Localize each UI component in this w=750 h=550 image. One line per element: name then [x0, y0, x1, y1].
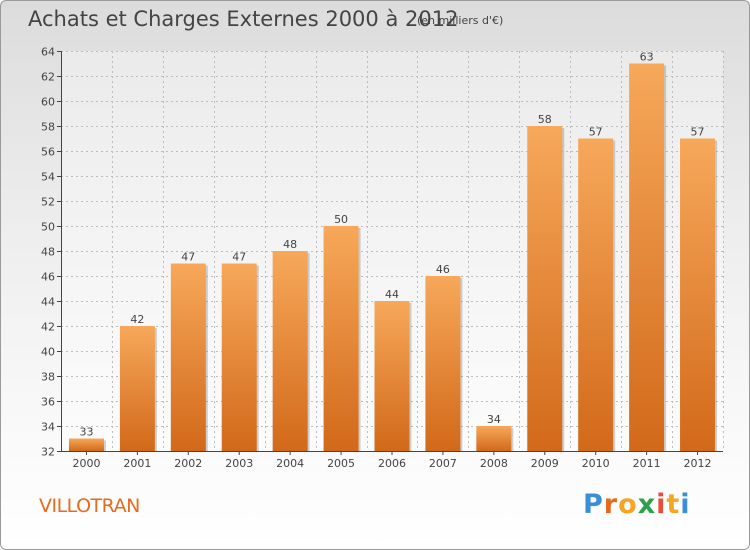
y-tick-label: 64 — [41, 46, 55, 59]
x-tick-label: 2006 — [378, 457, 406, 470]
data-label: 58 — [538, 113, 552, 126]
data-label: 34 — [487, 413, 501, 426]
x-tick-label: 2008 — [480, 457, 508, 470]
data-label: 46 — [436, 263, 450, 276]
x-tick-label: 2005 — [327, 457, 355, 470]
y-tick-label: 46 — [41, 271, 55, 284]
logo-letter: r — [603, 489, 619, 520]
y-tick-label: 32 — [41, 446, 55, 459]
data-label: 47 — [232, 251, 246, 264]
x-tick-label: 2010 — [582, 457, 610, 470]
logo-letter: P — [583, 489, 604, 520]
y-tick-label: 42 — [41, 321, 55, 334]
x-tick-label: 2004 — [276, 457, 304, 470]
axes: 32 34 36 38 40 42 44 46 48 50 52 54 56 58 60 62 64 — [41, 46, 723, 459]
x-tick-label: 2001 — [123, 457, 151, 470]
logo-letter: x — [637, 489, 657, 520]
y-tick-label: 36 — [41, 396, 55, 409]
data-label: 57 — [589, 126, 603, 139]
y-tick-label: 54 — [41, 171, 55, 184]
chart-subtitle: (en milliers d'€) — [417, 14, 504, 27]
bar — [170, 263, 206, 451]
data-label: 57 — [691, 126, 705, 139]
x-tick-label: 2002 — [174, 457, 202, 470]
bar — [119, 326, 155, 451]
data-label: 47 — [181, 251, 195, 264]
bar — [425, 276, 461, 451]
y-tick-label: 48 — [41, 246, 55, 259]
data-label: 48 — [283, 238, 297, 251]
data-label: 44 — [385, 288, 399, 301]
y-tick-label: 60 — [41, 96, 55, 109]
bar — [272, 251, 308, 451]
y-tick-label: 52 — [41, 196, 55, 209]
logo-letter: o — [618, 489, 638, 520]
data-label: 50 — [334, 213, 348, 226]
bar — [68, 438, 104, 451]
labels: 2000 33 2001 42 2002 47 2003 47 2004 48 2005 50 2006… — [72, 51, 711, 471]
logo-letter: i — [656, 489, 667, 520]
y-tick-label: 40 — [41, 346, 55, 359]
bar — [680, 138, 716, 451]
bar — [323, 226, 359, 451]
bar — [374, 301, 410, 451]
bar — [221, 263, 257, 451]
x-tick-label: 2009 — [531, 457, 559, 470]
data-label: 33 — [79, 426, 93, 439]
y-tick-label: 44 — [41, 296, 55, 309]
bar — [578, 138, 614, 451]
y-tick-label: 34 — [41, 421, 55, 434]
x-tick-label: 2003 — [225, 457, 253, 470]
x-tick-label: 2011 — [633, 457, 661, 470]
x-tick-label: 2007 — [429, 457, 457, 470]
data-label: 63 — [640, 51, 654, 64]
bars — [68, 63, 718, 451]
y-tick-label: 62 — [41, 71, 55, 84]
logo-letter: i — [680, 489, 691, 520]
y-tick-label: 56 — [41, 146, 55, 159]
bar — [527, 126, 563, 451]
bar — [629, 63, 665, 451]
logo-letter: t — [666, 489, 681, 520]
x-tick-label: 2012 — [684, 457, 712, 470]
data-label: 42 — [130, 313, 144, 326]
x-tick-label: 2000 — [72, 457, 100, 470]
bar — [476, 426, 512, 451]
proxiti-logo: Proxiti — [583, 489, 691, 520]
y-tick-label: 58 — [41, 121, 55, 134]
y-tick-label: 50 — [41, 221, 55, 234]
y-tick-label: 38 — [41, 371, 55, 384]
commune-name: VILLOTRAN — [39, 495, 140, 517]
chart-title: Achats et Charges Externes 2000 à 2012 — [28, 7, 459, 31]
